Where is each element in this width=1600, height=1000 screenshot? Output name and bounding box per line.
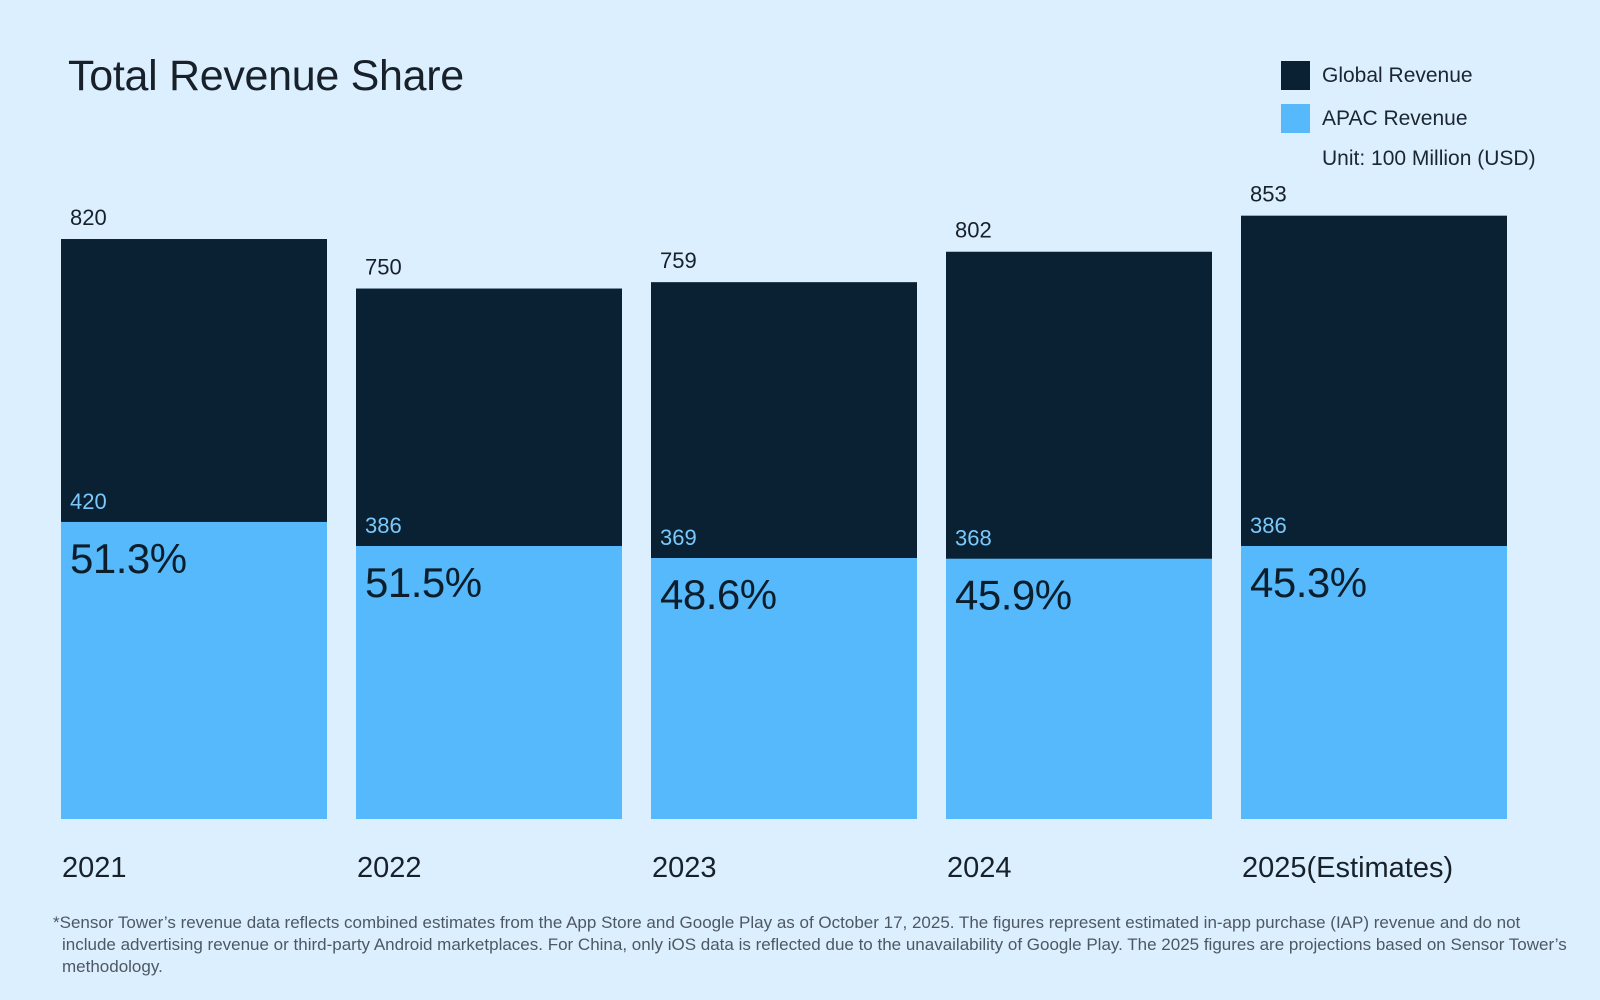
data-label-apac: 386 xyxy=(365,513,402,538)
bar-apac xyxy=(1241,545,1507,819)
data-label-apac: 420 xyxy=(70,489,107,514)
data-label-apac: 386 xyxy=(1250,513,1287,538)
share-label: 45.3% xyxy=(1250,559,1367,606)
share-label: 51.3% xyxy=(70,535,187,582)
data-label-global: 802 xyxy=(955,218,992,243)
x-tick-label: 2024 xyxy=(947,852,1012,884)
data-label-global: 750 xyxy=(365,255,402,280)
legend-swatch-global xyxy=(1281,61,1310,90)
data-label-global: 759 xyxy=(660,248,697,273)
bar-apac xyxy=(356,545,622,819)
x-tick-label: 2021 xyxy=(62,852,127,884)
unit-label: Unit: 100 Million (USD) xyxy=(1322,147,1536,170)
footnote: *Sensor Tower’s revenue data reflects co… xyxy=(53,913,1567,976)
share-label: 51.5% xyxy=(365,559,482,606)
data-label-apac: 369 xyxy=(660,525,697,550)
x-tick-label: 2023 xyxy=(652,852,717,884)
bar-chart: 820 420 51.3% 2021 750 386 51.5% 2022 759 369 48.6… xyxy=(61,182,1507,884)
legend: Global Revenue APAC Revenue Unit: 100 Mi… xyxy=(1281,61,1536,171)
data-label-apac: 368 xyxy=(955,526,992,551)
share-label: 48.6% xyxy=(660,571,777,618)
bar-apac xyxy=(61,521,327,819)
legend-item-global: Global Revenue xyxy=(1281,61,1536,90)
x-tick-label: 2022 xyxy=(357,852,422,884)
legend-item-apac: APAC Revenue xyxy=(1281,104,1536,133)
data-label-global: 853 xyxy=(1250,182,1287,207)
x-tick-label: 2025(Estimates) xyxy=(1242,852,1453,884)
bar-apac xyxy=(946,558,1212,819)
data-label-global: 820 xyxy=(70,205,107,230)
bar-apac xyxy=(651,558,917,819)
chart-title: Total Revenue Share xyxy=(68,52,464,100)
legend-label-apac: APAC Revenue xyxy=(1322,106,1468,130)
share-label: 45.9% xyxy=(955,572,1072,619)
legend-label-global: Global Revenue xyxy=(1322,63,1473,87)
legend-swatch-apac xyxy=(1281,104,1310,133)
